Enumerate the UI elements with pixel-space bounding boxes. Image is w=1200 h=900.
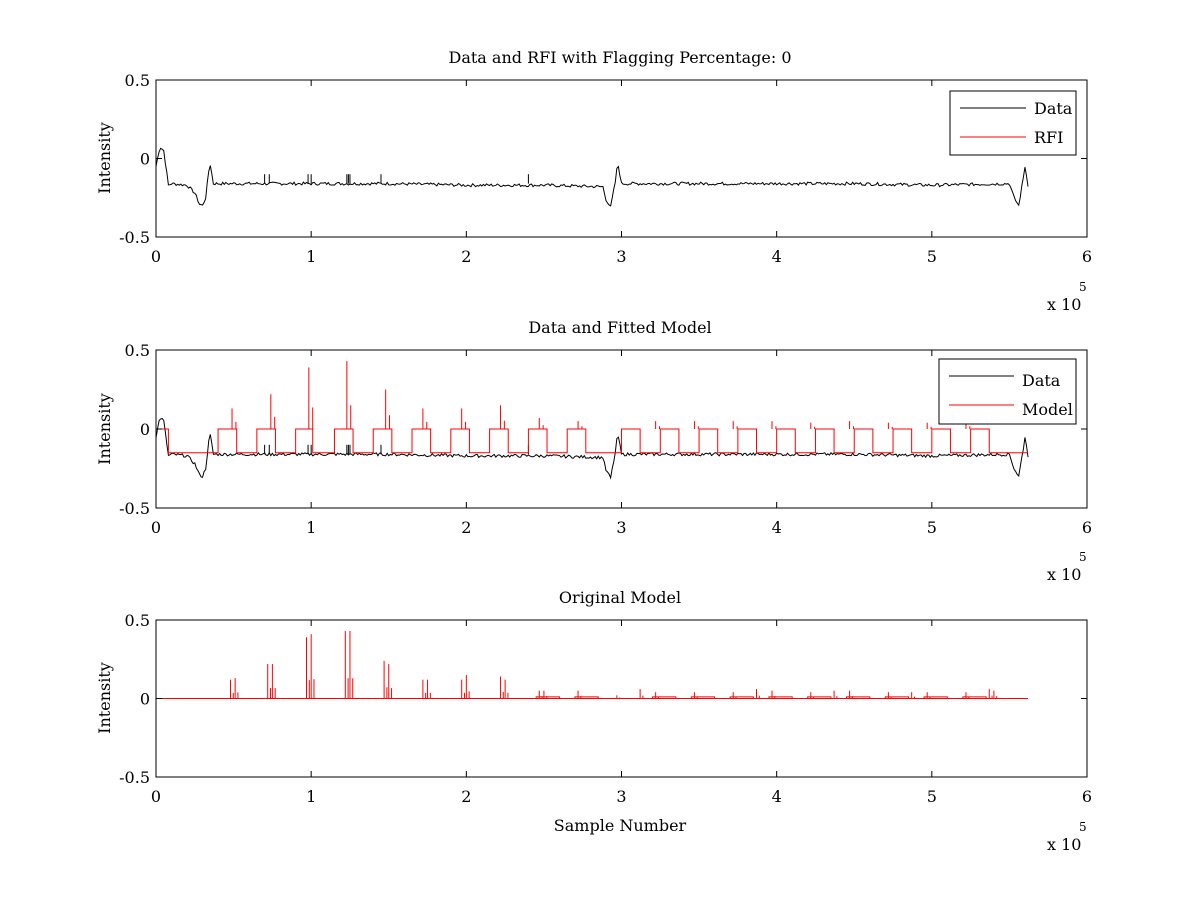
x-tick-label: 0: [151, 247, 161, 266]
x-multiplier-exponent: 5: [1079, 280, 1087, 294]
x-tick-label: 2: [461, 518, 471, 537]
subplot-data-and-fitted-model: Data and Fitted Model Intensity 0 1 2 3 4 5 6 -…: [95, 318, 1092, 584]
legend: Data RFI: [949, 90, 1077, 156]
chart-title: Original Model: [559, 588, 681, 607]
model-bump: [923, 696, 948, 699]
legend-label-rfi: RFI: [1034, 128, 1063, 147]
subplot-data-and-rfi: Data and RFI with Flagging Percentage: 0…: [95, 48, 1092, 314]
legend-label-model: Model: [1022, 400, 1073, 419]
x-tick-label: 4: [772, 247, 782, 266]
model-bump: [962, 696, 987, 699]
x-tick-label: 2: [461, 787, 471, 806]
y-tick-label: 0: [140, 420, 150, 439]
legend-box: [949, 90, 1077, 156]
model-bump: [690, 696, 716, 699]
axes-frame: [155, 79, 1088, 238]
x-tick-label: 6: [1082, 247, 1092, 266]
x-tick-label: 5: [927, 518, 937, 537]
model-bump: [574, 696, 599, 699]
plot-area: [155, 361, 1029, 480]
y-axis-label: Intensity: [95, 662, 114, 734]
y-tick-label: -0.5: [119, 768, 150, 787]
x-multiplier-text: x 10: [1047, 565, 1081, 584]
model-bump: [884, 696, 910, 699]
x-tick-label: 6: [1082, 518, 1092, 537]
y-axis-label: Intensity: [95, 393, 114, 465]
x-tick-label: 3: [616, 247, 626, 266]
plot-area: [155, 147, 1029, 207]
series-line-data: [155, 147, 1029, 207]
x-axis-label: Sample Number: [554, 816, 687, 835]
x-multiplier: x 10 5: [1047, 820, 1087, 854]
x-tick-label: 1: [306, 787, 316, 806]
x-multiplier-text: x 10: [1047, 835, 1081, 854]
subplot-original-model: Original Model Intensity 0 1 2 3 4 5 6-0.500.5…: [95, 588, 1092, 854]
legend-label-data: Data: [1022, 371, 1061, 390]
model-bump: [807, 696, 832, 699]
y-tick-label: 0.5: [125, 71, 150, 90]
y-tick-label: 0: [140, 150, 150, 169]
chart-title: Data and RFI with Flagging Percentage: 0: [448, 48, 791, 67]
x-multiplier-exponent: 5: [1079, 820, 1087, 834]
x-tick-label: 0: [151, 518, 161, 537]
axes: 0 1 2 3 4 5 6-0.500.5: [119, 71, 1092, 266]
legend-box: [938, 358, 1077, 425]
model-bump: [729, 696, 754, 699]
model-bump: [652, 696, 677, 699]
x-tick-label: 5: [927, 247, 937, 266]
x-multiplier-exponent: 5: [1079, 550, 1087, 564]
plot-area: [156, 630, 1029, 699]
model-bump: [845, 696, 871, 699]
x-multiplier: x 10 5: [1047, 280, 1087, 314]
y-tick-label: -0.5: [119, 228, 150, 247]
y-tick-label: -0.5: [119, 499, 150, 518]
y-tick-label: 0.5: [125, 341, 150, 360]
x-tick-label: 4: [772, 518, 782, 537]
chart-title: Data and Fitted Model: [528, 318, 711, 337]
legend-label-data: Data: [1034, 99, 1073, 118]
axes: 0 1 2 3 4 5 6-0.500.5: [119, 611, 1092, 806]
series-line-data: [155, 418, 1029, 480]
series-line-model: [155, 428, 1029, 454]
x-tick-label: 5: [927, 787, 937, 806]
y-tick-label: 0: [140, 690, 150, 709]
model-bump: [535, 696, 560, 699]
x-tick-label: 3: [616, 518, 626, 537]
x-tick-label: 6: [1082, 787, 1092, 806]
model-bump: [768, 696, 793, 699]
x-tick-label: 2: [461, 247, 471, 266]
x-tick-label: 1: [306, 518, 316, 537]
x-multiplier: x 10 5: [1047, 550, 1087, 584]
x-tick-label: 0: [151, 787, 161, 806]
y-tick-label: 0.5: [125, 611, 150, 630]
x-tick-label: 4: [772, 787, 782, 806]
x-multiplier-text: x 10: [1047, 295, 1081, 314]
x-tick-label: 3: [616, 787, 626, 806]
legend: Data Model: [938, 358, 1077, 425]
axes: 0 1 2 3 4 5 6-0.500.5: [119, 341, 1092, 537]
x-tick-label: 1: [306, 247, 316, 266]
y-axis-label: Intensity: [95, 122, 114, 194]
